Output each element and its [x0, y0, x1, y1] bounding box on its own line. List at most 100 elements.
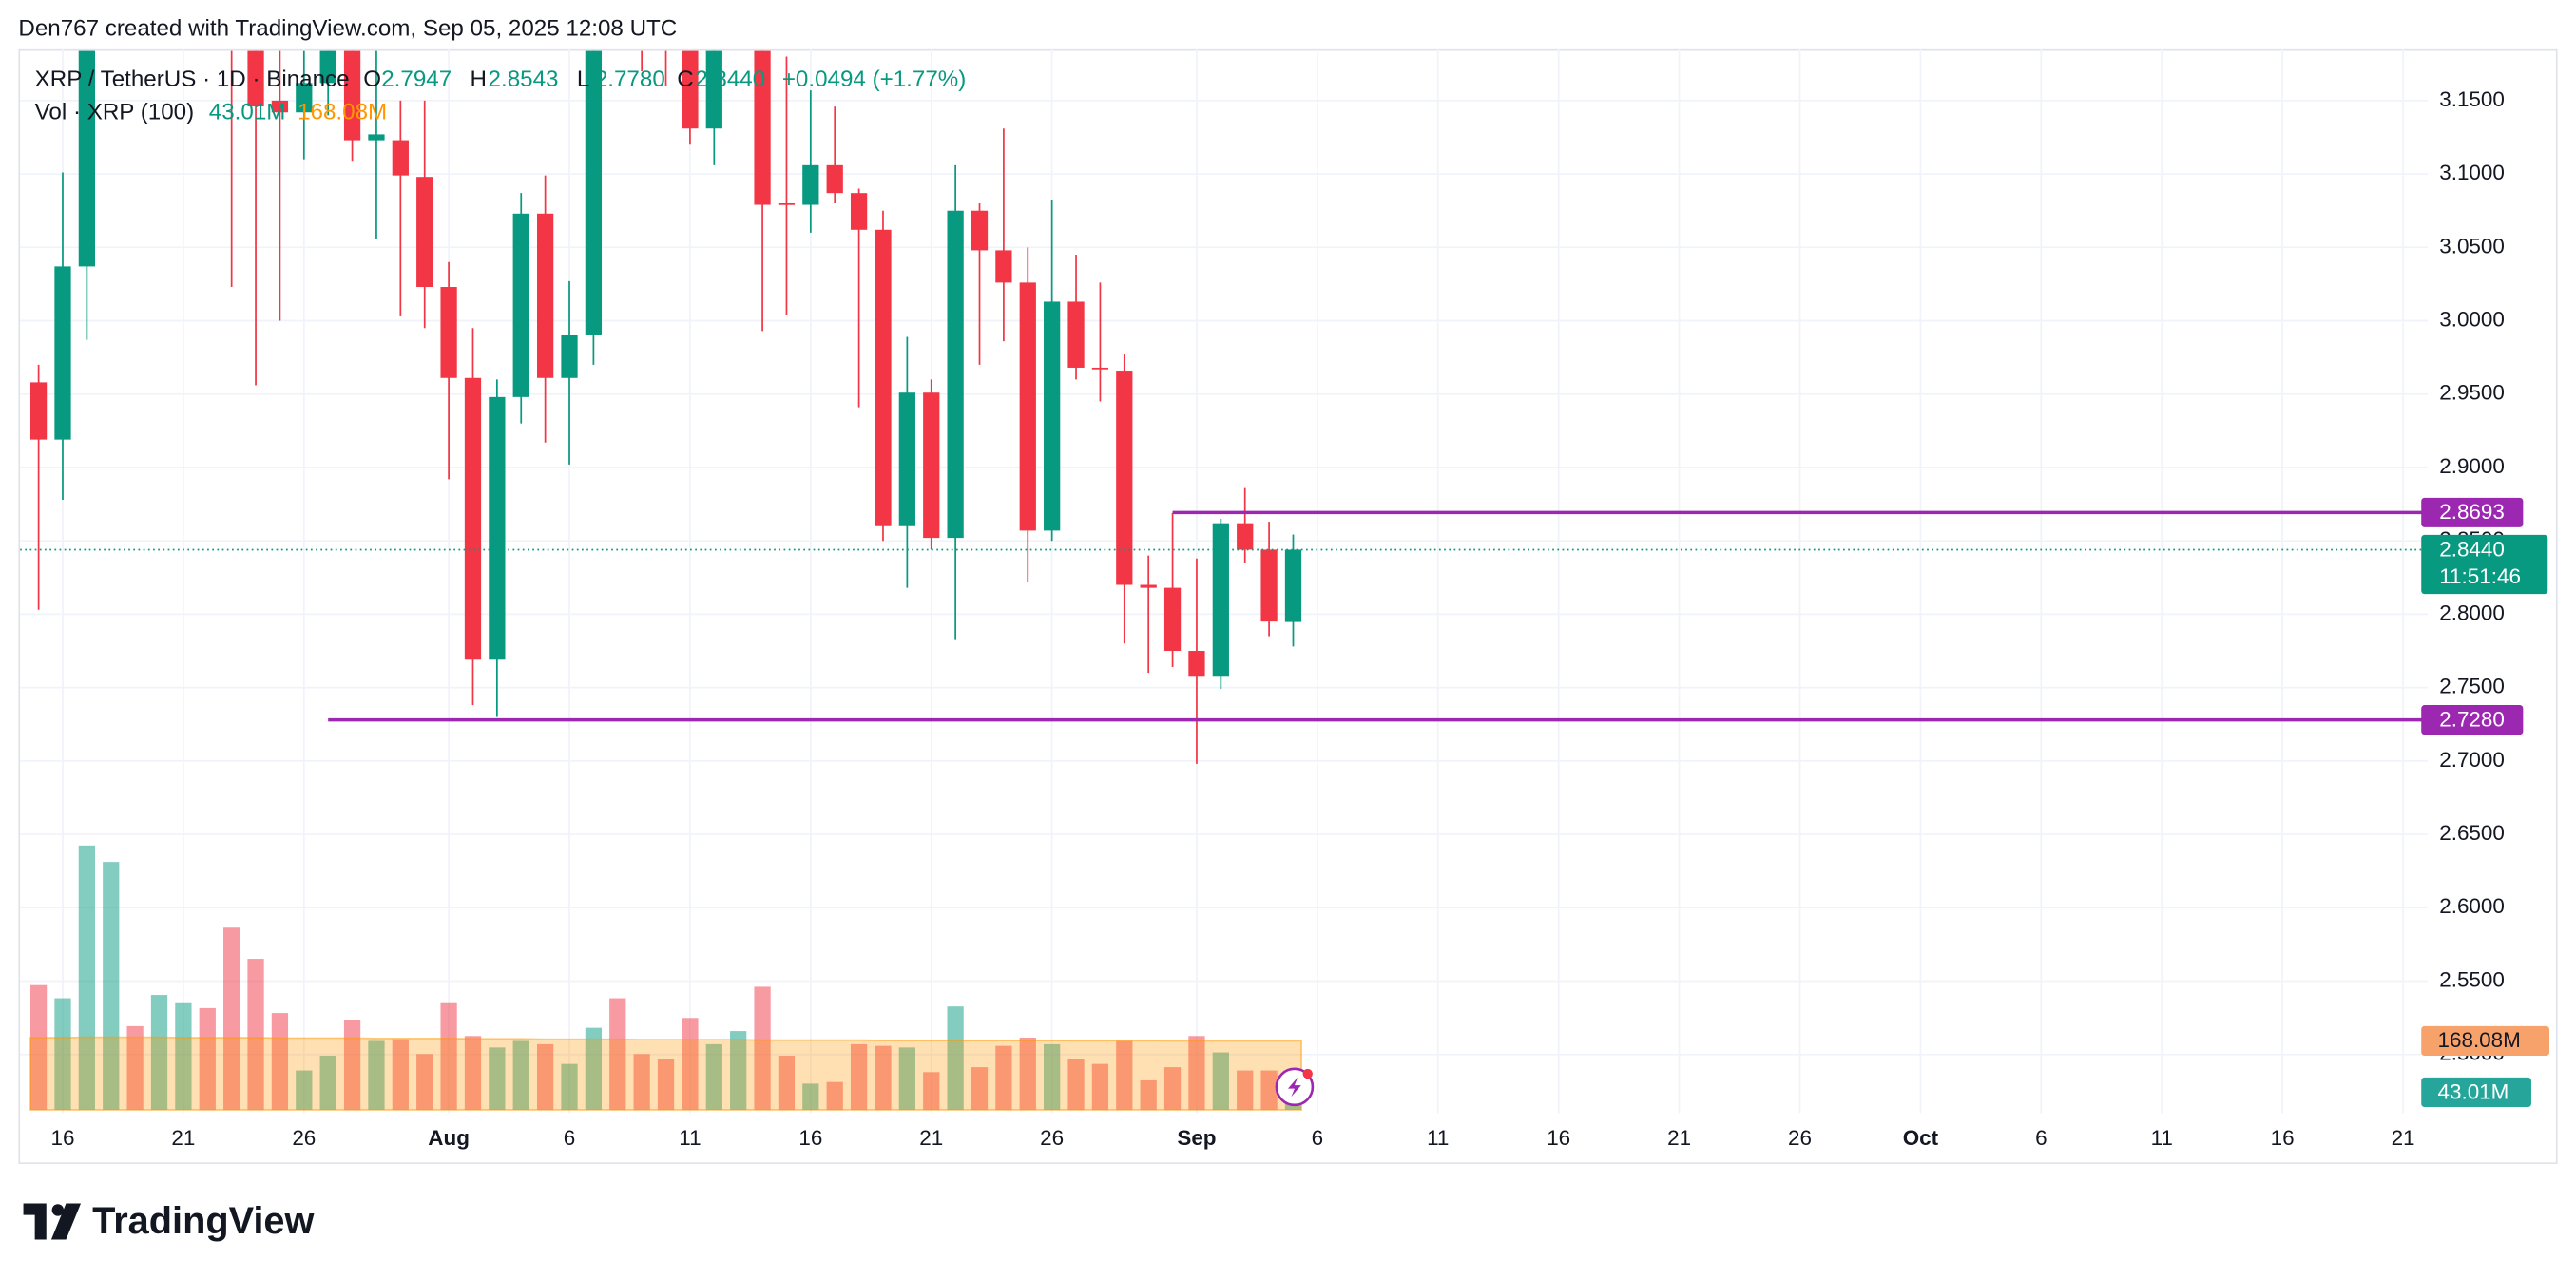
- volume-bar: [1044, 1043, 1061, 1111]
- y-tick-label: 3.1000: [2439, 161, 2505, 184]
- change: +0.0494 (+1.77%): [782, 67, 967, 92]
- candle-body: [682, 50, 699, 129]
- x-tick-label: 21: [919, 1126, 943, 1150]
- candle-body: [875, 229, 892, 526]
- volume-bar: [199, 1007, 216, 1111]
- volume-bar: [489, 1047, 506, 1111]
- volume-bar: [826, 1081, 843, 1111]
- candle-body: [54, 266, 71, 440]
- volume-ma-tag-label: 168.08M: [2437, 1028, 2520, 1052]
- price-tag-label: 2.8440: [2439, 537, 2505, 561]
- volume-bar: [730, 1031, 747, 1111]
- volume-ma-value: 168.08M: [298, 100, 387, 125]
- volume-bar: [1260, 1070, 1278, 1111]
- volume-bar: [657, 1059, 675, 1111]
- candle-body: [368, 134, 385, 141]
- volume-value: 43.01M: [209, 100, 286, 125]
- x-tick-label: Oct: [1903, 1126, 1939, 1150]
- volume-bar: [536, 1043, 554, 1111]
- candle-body: [1260, 549, 1278, 622]
- volume-bar: [1116, 1040, 1133, 1111]
- volume-bar: [1188, 1036, 1205, 1111]
- x-tick-label: 21: [2392, 1126, 2415, 1150]
- volume-bar: [850, 1043, 868, 1111]
- volume-bar: [778, 1056, 796, 1111]
- price-pane: [20, 50, 2429, 764]
- candle-body: [1237, 523, 1254, 550]
- chart-frame: [18, 48, 2558, 1165]
- candle-body: [464, 377, 482, 660]
- volume-bar: [754, 986, 771, 1111]
- volume-bar: [609, 998, 626, 1111]
- volume-tag: [2421, 1077, 2531, 1108]
- candle-body: [78, 50, 95, 267]
- candle-body: [802, 164, 819, 205]
- x-tick-label: Sep: [1177, 1126, 1216, 1150]
- volume-bar: [1019, 1038, 1036, 1111]
- candle-body: [971, 210, 989, 251]
- y-tick-label: 2.8000: [2439, 601, 2505, 624]
- candle-body: [29, 382, 48, 440]
- candle-body: [536, 213, 554, 378]
- y-tick-label: 2.7000: [2439, 748, 2505, 772]
- volume-bar: [1212, 1052, 1229, 1111]
- ohlc-value: 2.8440: [695, 67, 765, 92]
- volume-bar: [1091, 1063, 1109, 1111]
- candle-body: [1116, 371, 1133, 585]
- candle-body: [995, 250, 1012, 283]
- volume-bar: [29, 984, 48, 1111]
- brand-name: TradingView: [92, 1200, 314, 1242]
- axes: 2.50002.55002.60002.65002.70002.75002.80…: [50, 87, 2549, 1150]
- volume-title: Vol · XRP (100): [35, 100, 195, 125]
- volume-bar: [223, 927, 240, 1111]
- ohlc-value: 2.7947: [381, 67, 452, 92]
- candle-body: [247, 50, 264, 107]
- candle-body: [898, 392, 915, 526]
- volume-bar: [561, 1063, 578, 1111]
- x-tick-label: 21: [1667, 1126, 1691, 1150]
- ohlc-key: L: [577, 67, 589, 92]
- candle-body: [1091, 367, 1109, 370]
- candle-body: [778, 202, 796, 205]
- candle-body: [826, 164, 843, 194]
- brand-logo: TradingView: [23, 1200, 315, 1242]
- candle-body: [319, 50, 336, 84]
- price-tag: [2421, 705, 2524, 735]
- volume-tag-label: 43.01M: [2437, 1079, 2509, 1103]
- x-tick-label: 16: [1547, 1126, 1570, 1150]
- volume-bar: [150, 995, 168, 1111]
- ohlc-value: 2.7780: [595, 67, 665, 92]
- y-tick-label: 2.9000: [2439, 454, 2505, 478]
- volume-bar: [898, 1047, 915, 1111]
- candle-body: [416, 177, 433, 288]
- price-tag: [2421, 497, 2524, 527]
- candle-body: [343, 50, 361, 141]
- x-tick-label: 16: [50, 1126, 74, 1150]
- volume-bar: [1140, 1079, 1157, 1111]
- volume-bar: [440, 1002, 457, 1111]
- x-tick-label: 16: [798, 1126, 822, 1150]
- candle-body: [705, 50, 722, 129]
- price-tag-label: 2.7280: [2439, 707, 2505, 731]
- x-tick-label: 16: [2271, 1126, 2295, 1150]
- volume-bar: [392, 1039, 409, 1111]
- y-tick-label: 2.9500: [2439, 381, 2505, 405]
- symbol-title: XRP / TetherUS · 1D · Binance: [35, 67, 350, 92]
- volume-bar: [416, 1054, 433, 1111]
- attribution: Den767 created with TradingView.com, Sep…: [18, 15, 677, 41]
- volume-bar: [126, 1025, 144, 1111]
- candle-body: [1212, 523, 1229, 677]
- volume-bar: [923, 1072, 940, 1111]
- volume-bar: [802, 1083, 819, 1111]
- x-tick-label: 26: [1788, 1126, 1812, 1150]
- volume-ma-area: [29, 1036, 1302, 1111]
- x-tick-label: 6: [2035, 1126, 2047, 1150]
- ohlc-value: 2.8543: [489, 67, 559, 92]
- y-tick-label: 3.0000: [2439, 307, 2505, 331]
- y-tick-label: 3.0500: [2439, 234, 2505, 258]
- x-tick-label: 6: [564, 1126, 576, 1150]
- volume-bar: [947, 1006, 964, 1111]
- price-tag: [2421, 534, 2548, 595]
